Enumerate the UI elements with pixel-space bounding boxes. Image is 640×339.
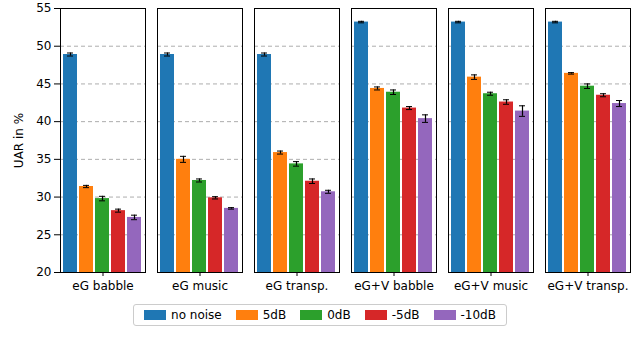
svg-text:eG transp.: eG transp.: [266, 279, 329, 293]
svg-text:30: 30: [36, 190, 51, 204]
svg-text:UAR in %: UAR in %: [12, 113, 26, 168]
svg-text:eG+V transp.: eG+V transp.: [547, 279, 628, 293]
svg-text:25: 25: [36, 228, 51, 242]
svg-text:35: 35: [36, 152, 51, 166]
svg-text:55: 55: [36, 1, 51, 15]
html-text:5dB: 5dB: [262, 308, 287, 322]
svg-text:45: 45: [36, 77, 51, 91]
svg-text:eG+V music: eG+V music: [454, 279, 528, 293]
html-text:no noise: no noise: [171, 308, 222, 322]
html-text:-5dB: -5dB: [391, 308, 420, 322]
svg-text:40: 40: [36, 114, 51, 128]
html-text:0dB: 0dB: [327, 308, 351, 322]
html-text:-10dB: -10dB: [460, 308, 496, 322]
svg-text:20: 20: [36, 265, 51, 279]
svg-text:eG+V babble: eG+V babble: [354, 279, 434, 293]
svg-text:50: 50: [36, 39, 51, 53]
svg-text:eG babble: eG babble: [72, 279, 133, 293]
svg-text:eG music: eG music: [172, 279, 228, 293]
